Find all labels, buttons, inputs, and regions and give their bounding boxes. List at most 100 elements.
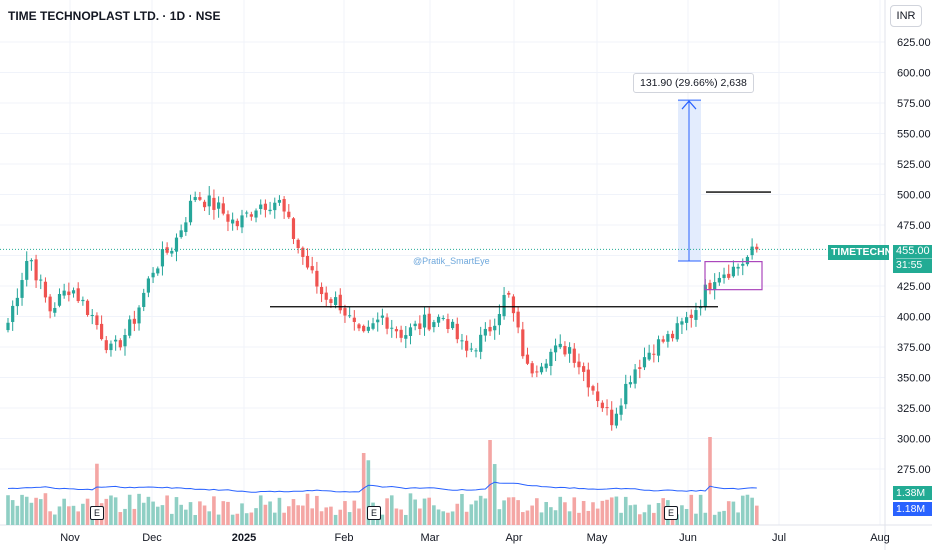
candle [334,291,338,309]
candle [67,282,71,302]
candle-body [385,317,389,329]
candle [53,302,57,317]
earnings-badge[interactable]: E [367,506,381,520]
volume-bar [123,508,127,525]
candle [446,313,450,334]
candle-body [394,329,399,332]
candle-body [48,296,52,312]
volume-bar [113,497,118,525]
volume-ma-tag: 1.18M [893,502,932,516]
candle [151,267,155,284]
volume-bar [460,494,464,525]
price-axis[interactable]: 625.00 600.00 575.00 550.00 525.00 500.00 475.… [897,37,931,476]
earnings-badge[interactable]: E [90,506,104,520]
volume-bar [441,511,446,525]
candle [123,328,127,356]
candle [549,348,553,376]
candle-body [137,307,141,324]
candle [315,261,319,294]
volume-bar [623,496,628,525]
candle-body [465,340,469,351]
candle-body [291,218,296,239]
candle [558,334,562,350]
candle [85,299,90,317]
candle [577,353,581,375]
candle-body [338,294,342,311]
candle-body [156,268,160,274]
price-tick-label: 325.00 [897,403,931,415]
price-tick-label: 475.00 [897,220,931,232]
candle [128,315,132,339]
candle [680,317,684,335]
earnings-badge[interactable]: E [664,506,678,520]
candle [324,286,328,307]
candle-body [95,315,99,326]
candle [371,317,375,331]
volume-bar [385,498,389,525]
volume-bar [581,500,586,525]
candle-body [240,215,244,228]
volume-bar [511,497,516,525]
candle-body [343,308,347,316]
horizontal-levels[interactable] [270,191,771,308]
volume-bar [170,513,174,525]
time-tick-label: Mar [421,532,440,544]
volume-bar [132,508,137,525]
candle [179,224,183,239]
candle [731,260,735,278]
candle [343,304,347,323]
price-range-measure[interactable] [678,99,701,262]
candle-body [245,212,249,214]
time-axis[interactable]: Nov Dec 2025 Feb Mar Apr May Jun Jul Aug [60,532,890,544]
candle [666,330,670,348]
candle [259,199,263,215]
volume-bar [343,501,347,525]
candle-body [488,326,492,332]
candle-body [418,323,422,330]
candle-body [703,284,707,308]
volume-bar [380,514,385,525]
candle [586,362,590,397]
candle [516,306,520,334]
volume-bar [366,460,371,525]
volume-bar [563,502,567,525]
volume-bar [258,495,263,525]
candle [100,315,104,341]
candle-body [53,307,57,313]
volume-bar [619,512,623,525]
volume-bar [193,514,197,525]
candle [619,398,623,421]
candle [572,343,576,368]
last-price-tag: 455.00 31:55 [893,245,932,273]
candle [647,344,651,361]
candle-body [305,255,310,268]
candle [502,287,506,320]
candle [366,320,370,334]
volume-bar [146,496,151,525]
currency-button[interactable]: INR [890,5,922,27]
candle [441,315,445,321]
candle-body [745,256,750,265]
candle-body [525,354,530,364]
volume-bar [67,506,71,525]
time-tick-label: 2025 [232,532,256,544]
volume-bar [104,498,109,525]
candle-body [212,197,216,210]
consolidation-box [704,261,763,291]
volume-bar [436,509,441,525]
candle-body [539,366,544,373]
candle-body [25,260,29,280]
candle-body [521,329,525,357]
volume-bars [6,437,759,525]
candle [25,251,29,287]
candle-body [67,291,71,296]
time-tick-label: May [587,532,608,544]
candle-body [287,211,291,218]
volume-bar [6,495,10,525]
volume-bar [539,512,544,525]
candle-body [582,366,586,372]
candle-body [202,201,207,208]
volume-bar [680,505,684,525]
